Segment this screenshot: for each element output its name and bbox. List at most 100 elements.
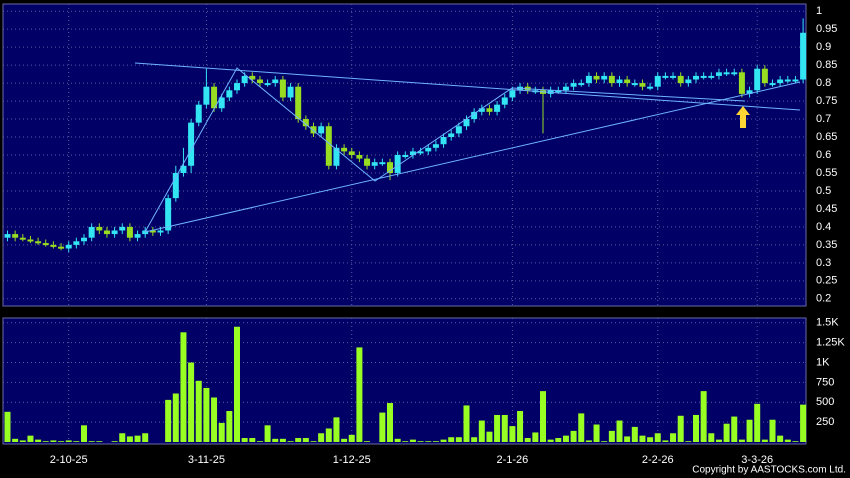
volume-bar [379,412,386,442]
volume-bar [662,440,669,442]
volume-bar [555,438,562,442]
candle-body [295,86,302,120]
candle-body [784,79,791,82]
candle-body [348,151,355,155]
candle-body [425,147,432,152]
candle-body [608,75,615,84]
volume-bar [73,441,80,442]
candle-body [624,79,631,84]
candle-body [723,72,730,75]
candle-body [180,165,187,173]
volume-bar [478,420,485,442]
volume-bar [310,441,317,442]
volume-bar [226,411,233,442]
y-tick-label: 0.5 [816,185,831,197]
volume-bar [119,433,126,442]
volume-bar [777,435,784,442]
candle-body [800,32,807,80]
candle-body [27,239,34,242]
volume-bar [50,440,57,442]
volume-bar [647,437,654,442]
candle-body [448,133,455,138]
volume-bar [387,403,393,442]
candle-body [639,83,646,87]
volume-bar [754,403,761,442]
candle-body [616,79,623,84]
x-tick-label: 2-1-26 [497,454,529,466]
candle-body [647,86,654,89]
candle-body [708,75,715,78]
volume-bar [738,439,745,442]
x-tick-label: 2-2-26 [642,454,674,466]
candle-body [241,75,248,84]
y-tick-label: 0.55 [816,167,837,179]
x-tick-label: 3-11-25 [188,454,225,466]
y-tick-label: 1 [816,5,822,17]
volume-bar [142,433,149,442]
y-tick-label: 0.8 [816,77,831,89]
candle-body [126,226,133,238]
volume-tick-label: 1.5K [816,317,839,329]
candle-body [111,230,118,235]
volume-bar [417,441,424,442]
volume-bar [585,440,592,442]
volume-bar [440,439,447,442]
volume-bar [784,439,791,442]
candle-body [81,237,87,242]
volume-bar [547,439,554,442]
volume-bar [134,435,141,442]
volume-bar [639,435,646,442]
candle-body [19,237,26,240]
candle-body [333,147,340,166]
volume-bar [463,405,470,442]
candle-body [471,111,478,120]
candle-body [478,108,485,112]
volume-bar [601,441,608,442]
volume-bar [517,411,524,442]
volume-bar [318,433,325,442]
y-tick-label: 0.35 [816,239,837,251]
volume-bar [562,435,569,442]
volume-bar [172,393,179,442]
trend-line [144,67,513,233]
candle-body [700,75,707,78]
volume-bar [654,433,661,442]
volume-bar [58,441,65,442]
candle-body [302,119,309,127]
x-tick-label: 1-12-25 [333,454,371,466]
volume-bar [295,438,302,442]
candle-body [769,83,776,86]
y-tick-label: 0.7 [816,113,831,125]
candle-body [65,244,72,249]
candle-body [218,97,225,109]
candle-body [165,198,172,231]
x-tick-label: 3-3-26 [741,454,773,466]
candle-body [792,79,799,82]
volume-bar [333,417,340,442]
volume-bar [19,440,26,442]
volume-bar [624,436,631,442]
candle-body [58,246,65,249]
volume-bar [715,439,722,442]
y-tick-label: 0.95 [816,23,837,35]
candle-body [379,162,386,165]
candle-body [486,108,493,112]
candle-body [264,83,271,86]
candle-body [88,226,95,238]
candle-body [310,126,317,134]
volume-bar [35,439,42,442]
candle-body [96,226,103,231]
candle-body [172,172,179,199]
copyright: Copyright by AASTOCKS.com Ltd. [692,465,846,476]
volume-bar [81,425,87,442]
volume-bar [800,404,807,442]
candle-body [685,79,692,84]
candle-body [777,79,784,84]
volume-bar [409,439,416,442]
y-tick-label: 0.9 [816,41,831,53]
candle-body [455,126,462,134]
candle-body [188,122,195,166]
candle-body [203,86,210,105]
candle-body [761,68,768,84]
y-tick-label: 0.4 [816,221,831,233]
